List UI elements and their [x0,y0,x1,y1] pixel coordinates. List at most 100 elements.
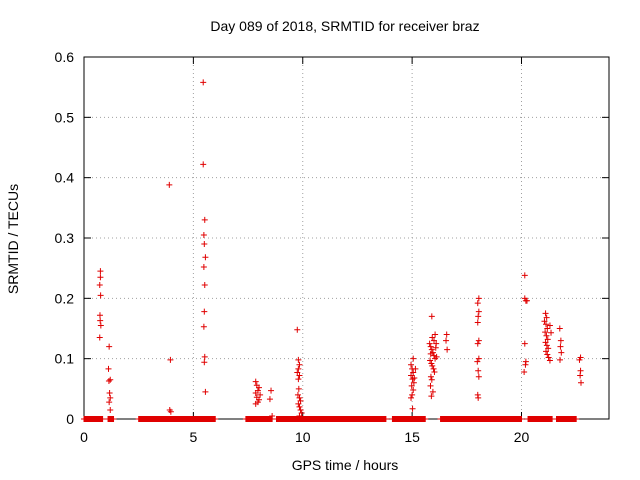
data-point [557,356,563,363]
data-point [96,312,103,319]
data-point [542,310,549,317]
axis-ticks: 0 0.1 0.2 0.3 0.4 0.5 0.6 0 5 10 15 20 [55,49,609,445]
data-points [96,79,584,419]
data-point [202,254,209,261]
data-point [252,390,259,397]
data-point [556,325,563,332]
data-point [409,391,416,398]
data-point [474,300,481,307]
data-point [546,357,553,364]
data-point [268,387,275,394]
data-point [296,372,303,379]
data-point [474,358,481,365]
data-point [426,340,433,347]
baseline-point [212,416,219,422]
data-point [269,412,276,419]
data-point [545,354,552,361]
baseline-point [382,416,389,422]
baseline-point [110,416,117,422]
data-point [475,394,482,401]
y-tick-label: 0.3 [55,230,75,246]
data-point [427,350,434,357]
data-point [428,376,435,383]
data-point [429,334,436,341]
x-tick-label: 20 [514,429,530,445]
data-point [443,337,450,344]
data-point [558,349,565,356]
data-point [294,326,301,333]
data-point [294,391,301,398]
data-point [522,361,529,368]
data-point [96,334,103,341]
data-point [427,357,434,364]
data-point [543,348,549,355]
y-tick-label: 0.1 [55,351,75,367]
data-point [521,272,528,279]
data-point [475,373,482,380]
grid-lines [84,57,609,419]
data-point [427,382,434,389]
data-point [297,406,304,413]
data-point [428,313,435,320]
data-point [542,329,549,336]
chart-title: Day 089 of 2018, SRMTID for receiver bra… [210,18,479,34]
data-point [408,382,415,389]
data-point [97,274,104,281]
data-point [543,321,549,328]
data-point [296,403,303,410]
data-point [295,385,302,392]
data-point [521,340,528,347]
data-point [252,378,259,385]
data-point [105,365,112,372]
data-point [408,372,415,379]
data-point [444,346,451,353]
data-point [201,308,208,315]
data-point [475,367,482,374]
data-point [295,365,302,372]
data-point [97,322,104,329]
data-point [546,322,553,329]
data-point [297,397,304,404]
data-point [410,369,417,376]
data-point [523,297,530,304]
data-point [475,337,482,344]
data-point [295,400,302,407]
baseline-point [573,416,580,422]
data-point [166,181,173,188]
data-point [475,295,482,302]
data-point [408,361,415,368]
data-point [97,292,104,299]
data-point [266,396,273,403]
data-point [408,394,415,401]
x-axis-label: GPS time / hours [292,457,399,473]
data-point [545,345,552,352]
x-tick-label: 5 [189,429,197,445]
data-point [107,376,114,383]
data-point [429,388,436,395]
x-tick-label: 10 [295,429,311,445]
data-point [410,355,417,362]
data-point [543,342,550,349]
data-point [167,356,174,363]
data-point [431,352,437,359]
data-point [474,319,481,326]
data-point [432,344,439,351]
x-tick-label: 0 [80,429,88,445]
data-point [201,359,208,366]
y-tick-label: 0.4 [55,170,75,186]
data-point [202,388,209,395]
data-point [200,161,207,168]
baseline-point [422,416,429,422]
data-point [252,400,259,407]
data-point [201,282,208,289]
data-point [295,376,302,383]
plot-frame [83,56,610,420]
data-point [475,308,482,315]
data-point [106,390,113,397]
data-point [296,412,303,419]
data-point [296,361,303,368]
data-point [96,282,103,289]
data-point [543,314,550,321]
data-point [431,368,438,375]
data-point [201,241,208,248]
